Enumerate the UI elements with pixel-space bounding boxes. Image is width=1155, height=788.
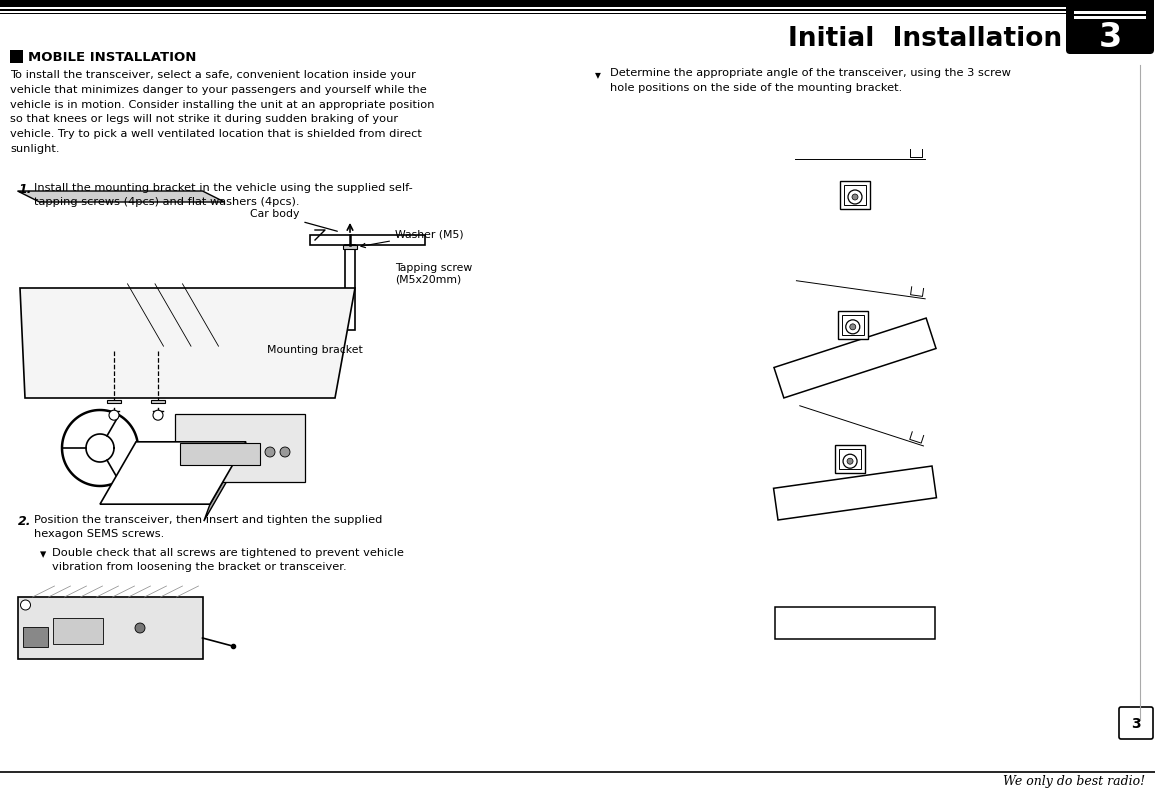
Text: Tapping screw
(M5x20mm): Tapping screw (M5x20mm)	[395, 263, 472, 284]
Bar	[17, 597, 202, 659]
Bar	[52, 618, 103, 644]
FancyBboxPatch shape	[1119, 707, 1153, 739]
Text: Mounting bracket: Mounting bracket	[267, 345, 363, 355]
Circle shape	[21, 600, 30, 610]
Bar	[840, 181, 870, 209]
Circle shape	[264, 447, 275, 457]
Bar	[0, 13, 1070, 14]
Bar	[310, 235, 425, 245]
Text: We only do best radio!: We only do best radio!	[1003, 775, 1145, 788]
Bar	[343, 245, 357, 249]
Text: 2.: 2.	[18, 515, 31, 528]
Bar	[835, 445, 865, 474]
Circle shape	[843, 454, 857, 468]
Text: Position the transceiver, then insert and tighten the supplied
hexagon SEMS scre: Position the transceiver, then insert an…	[33, 515, 382, 540]
Bar	[107, 400, 121, 403]
Bar	[22, 627, 47, 647]
Text: 3: 3	[1131, 717, 1141, 731]
Bar	[151, 400, 165, 403]
Circle shape	[852, 194, 858, 200]
Bar	[839, 449, 862, 469]
Text: Initial  Installation: Initial Installation	[788, 26, 1061, 52]
Bar	[345, 245, 355, 330]
Bar	[176, 414, 305, 482]
Polygon shape	[774, 318, 936, 398]
Text: Car body: Car body	[249, 209, 337, 231]
FancyBboxPatch shape	[1066, 0, 1154, 54]
Bar	[0, 9, 1070, 11]
Bar	[837, 310, 867, 339]
Circle shape	[847, 458, 854, 464]
Circle shape	[850, 324, 856, 330]
Polygon shape	[17, 191, 224, 202]
Text: ▾: ▾	[40, 548, 46, 561]
Bar	[1074, 16, 1146, 19]
Circle shape	[848, 190, 862, 204]
Text: MOBILE INSTALLATION: MOBILE INSTALLATION	[28, 50, 196, 64]
Circle shape	[280, 447, 290, 457]
Text: 1.: 1.	[18, 183, 31, 196]
Text: ▾: ▾	[595, 68, 601, 81]
Bar	[1074, 11, 1146, 14]
Polygon shape	[20, 288, 355, 398]
Polygon shape	[774, 466, 937, 520]
Text: 3: 3	[1098, 20, 1122, 54]
Text: Determine the appropriate angle of the transceiver, using the 3 screw
hole posit: Determine the appropriate angle of the t…	[610, 68, 1011, 93]
Polygon shape	[775, 607, 936, 639]
Text: Washer (M5): Washer (M5)	[362, 229, 463, 247]
Polygon shape	[100, 442, 246, 504]
Circle shape	[152, 411, 163, 420]
Bar	[842, 315, 864, 335]
Circle shape	[109, 411, 119, 420]
Bar	[10, 50, 23, 63]
Text: To install the transceiver, select a safe, convenient location inside your
vehic: To install the transceiver, select a saf…	[10, 70, 434, 154]
Text: Double check that all screws are tightened to prevent vehicle
vibration from loo: Double check that all screws are tighten…	[52, 548, 404, 572]
Bar	[152, 477, 167, 485]
Bar	[180, 443, 260, 465]
Bar	[844, 185, 866, 205]
Circle shape	[135, 623, 146, 633]
Text: Install the mounting bracket in the vehicle using the supplied self-
tapping scr: Install the mounting bracket in the vehi…	[33, 183, 412, 207]
Bar	[0, 0, 1070, 7]
Polygon shape	[203, 442, 246, 521]
Circle shape	[845, 320, 859, 334]
